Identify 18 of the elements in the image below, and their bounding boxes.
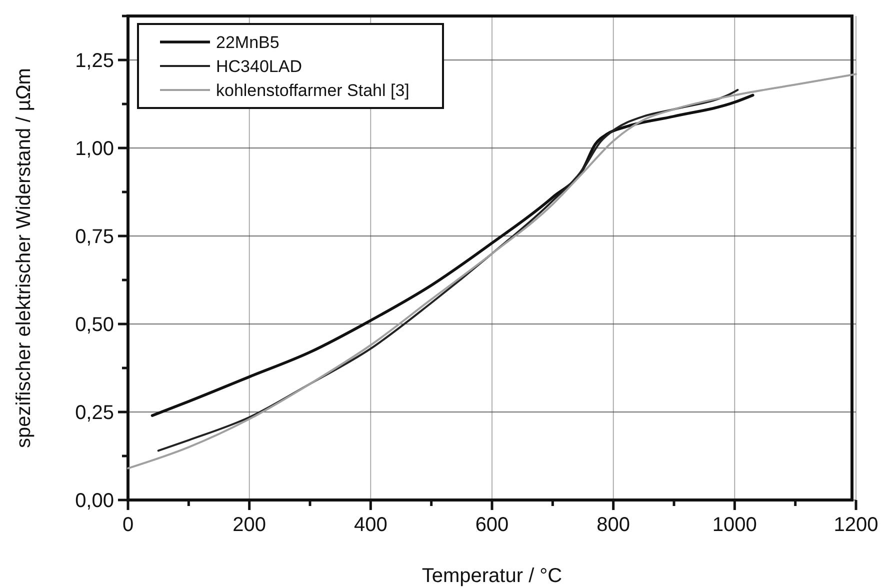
legend-label: 22MnB5 <box>216 33 280 52</box>
y-tick-label: 1,00 <box>75 138 114 160</box>
y-tick-label: 0,50 <box>75 314 114 336</box>
y-tick-label: 0,75 <box>75 226 114 248</box>
x-axis-title: Temperatur / °C <box>422 565 562 587</box>
x-tick-label: 800 <box>596 514 630 536</box>
x-tick-label: 1200 <box>834 514 878 536</box>
x-tick-label: 0 <box>122 514 134 536</box>
legend-label: HC340LAD <box>216 57 302 76</box>
y-tick-label: 1,25 <box>75 50 114 72</box>
y-tick-label: 0,00 <box>75 490 114 512</box>
y-tick-label: 0,25 <box>75 402 114 424</box>
y-axis-title: spezifischer elektrischer Widerstand / µΩm <box>13 68 35 448</box>
x-tick-label: 600 <box>475 514 509 536</box>
x-tick-label: 400 <box>354 514 388 536</box>
x-tick-label: 1000 <box>712 514 757 536</box>
x-tick-label: 200 <box>232 514 266 536</box>
legend-label: kohlenstoffarmer Stahl [3] <box>216 81 410 100</box>
